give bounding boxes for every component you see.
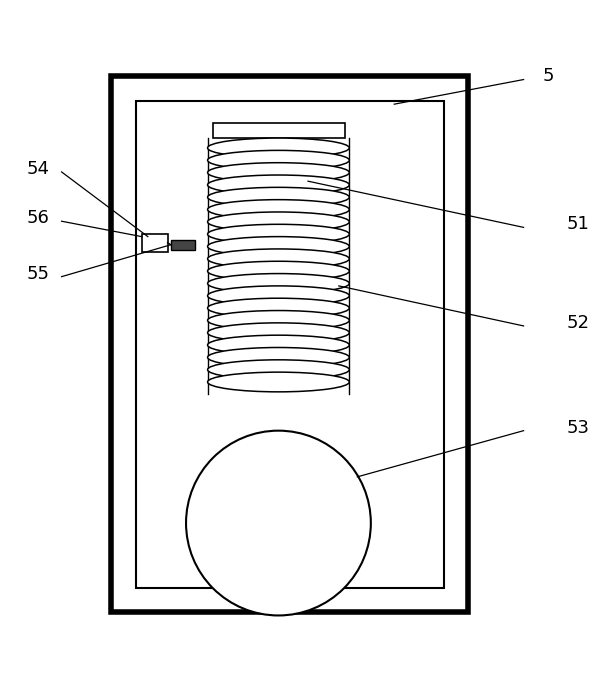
Circle shape bbox=[186, 431, 371, 616]
Ellipse shape bbox=[208, 212, 349, 231]
Ellipse shape bbox=[208, 323, 349, 343]
Ellipse shape bbox=[208, 163, 349, 182]
Ellipse shape bbox=[208, 372, 349, 392]
Text: 5: 5 bbox=[542, 67, 554, 85]
Bar bbox=[136, 101, 444, 588]
Bar bbox=[213, 122, 345, 138]
Ellipse shape bbox=[208, 348, 349, 367]
Ellipse shape bbox=[208, 274, 349, 293]
Ellipse shape bbox=[208, 175, 349, 195]
Ellipse shape bbox=[208, 249, 349, 269]
Ellipse shape bbox=[208, 224, 349, 244]
Bar bbox=[111, 76, 468, 612]
Ellipse shape bbox=[208, 236, 349, 256]
Ellipse shape bbox=[208, 138, 349, 158]
Text: 55: 55 bbox=[26, 265, 49, 283]
Ellipse shape bbox=[208, 150, 349, 170]
Text: 54: 54 bbox=[26, 160, 49, 178]
Text: 56: 56 bbox=[26, 209, 49, 227]
Ellipse shape bbox=[208, 311, 349, 330]
Ellipse shape bbox=[208, 199, 349, 220]
Ellipse shape bbox=[208, 188, 349, 207]
Bar bbox=[142, 234, 168, 252]
Text: 53: 53 bbox=[567, 418, 590, 436]
Text: 51: 51 bbox=[567, 215, 590, 234]
Ellipse shape bbox=[208, 298, 349, 318]
Ellipse shape bbox=[208, 261, 349, 281]
Ellipse shape bbox=[208, 286, 349, 306]
Bar bbox=[171, 240, 195, 250]
Ellipse shape bbox=[208, 360, 349, 379]
Ellipse shape bbox=[208, 335, 349, 355]
Text: 52: 52 bbox=[567, 314, 590, 332]
